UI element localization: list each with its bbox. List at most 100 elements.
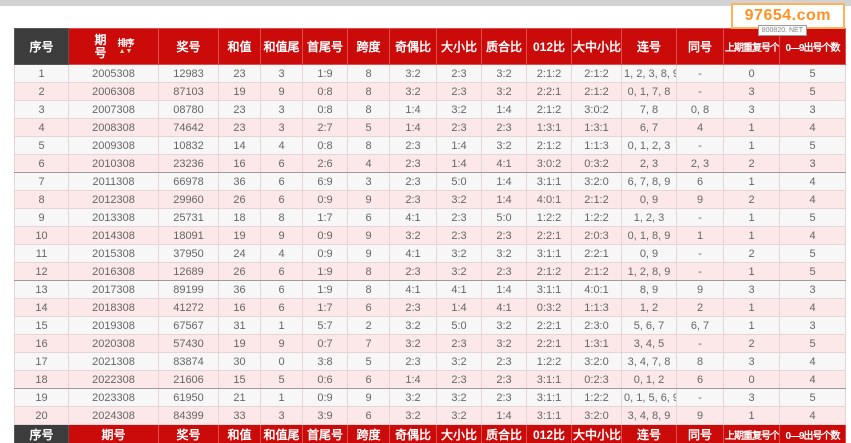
cell: 3, 4, 8, 9 [621,406,677,425]
cell: 4:0:1 [571,280,622,299]
cell: 4 [779,370,846,389]
cell: 2016308 [68,262,159,281]
cell: 9 [347,226,390,245]
cell: 0:8 [302,82,348,101]
cell: 1:3:1 [571,334,622,353]
cell: 9 [347,190,390,209]
sort-label: 排序 [117,38,134,48]
table-row: 17 2021308 83874 30 0 3:8 5 2:3 3:2 2:3 1:2:2 3:2:0… [14,352,846,371]
cell: 3:2:0 [571,406,622,425]
table-row: 11 2015308 37950 24 4 0:9 9 4:1 3:2 3:2 3:1:1 2:2:1… [14,244,846,263]
cell: 19 [218,82,261,101]
cell: 0, 9 [621,190,677,209]
cell: 3:2 [481,64,527,83]
cell: - [676,244,724,263]
cell: 12983 [158,64,219,83]
cell: 89199 [158,280,219,299]
table-row: 10 2014308 18091 19 9 0:9 9 3:2 2:3 2:3 2:2:1 2:0:3… [14,226,846,245]
cell: 4 [779,226,846,245]
cell: 1, 2 [621,298,677,317]
cell: 0:3:2 [571,154,622,173]
cell: 1 [723,298,780,317]
cell: 15 [14,316,69,335]
table-row: 5 2009308 10832 14 4 0:8 8 2:3 1:4 3:2 2:1:2 1:1:3 0… [14,136,846,155]
cell: 16 [218,154,261,173]
cell: 1:4 [481,100,527,119]
cell: 7 [347,334,390,353]
cell: 5:0 [436,172,482,191]
cell: 8 [347,136,390,155]
column-header-1: 期号 排序 ▲▼ [68,28,159,65]
cell: 26 [218,262,261,281]
watermark-link[interactable]: 97654.com [730,3,845,29]
cell: 1:2:2 [526,208,572,227]
cell: 2:6 [302,154,348,173]
lottery-history-table: 序号 期号 排序 ▲▼ 奖号 和值 和值尾 首尾号 跨度 奇偶比 大小比 质合比 012比 大中小比 连号同… [14,28,846,443]
cell: 1 [723,262,780,281]
cell: 9 [260,82,303,101]
cell: 37950 [158,244,219,263]
cell: 1 [723,406,780,425]
cell: 2:3 [389,172,437,191]
cell: 2:3 [389,352,437,371]
cell: 3:2 [436,244,482,263]
cell: 23236 [158,154,219,173]
cell: 2:2:1 [571,244,622,263]
cell: 61950 [158,388,219,407]
cell: 2:3 [481,388,527,407]
cell: 1 [723,118,780,137]
cell: 74642 [158,118,219,137]
cell: 2:2:1 [526,334,572,353]
cell: 0:3:2 [526,298,572,317]
column-header-8: 大小比 [436,28,482,65]
cell: 2:3 [481,370,527,389]
sort-control[interactable]: 排序 ▲▼ [117,38,134,55]
cell: 5:0 [481,208,527,227]
sort-arrows-icon[interactable]: ▲▼ [118,48,133,55]
cell: 5 [779,82,846,101]
cell: 2:3 [436,64,482,83]
cell: 3:2 [436,352,482,371]
cell: 1, 2, 3 [621,208,677,227]
cell: 5:0 [436,316,482,335]
table-row: 18 2022308 21606 15 5 0:6 6 1:4 2:3 2:3 3:1:1 0:2:3… [14,370,846,389]
cell: 3:2 [481,334,527,353]
cell: 15 [218,370,261,389]
cell: 1:4 [389,370,437,389]
cell: 2:3 [436,118,482,137]
cell: 2:3 [389,136,437,155]
cell: 2:3 [481,262,527,281]
cell: 2014308 [68,226,159,245]
table-row: 1 2005308 12983 23 3 1:9 8 3:2 2:3 3:2 2:1:2 2:1:2 1… [14,64,846,83]
cell: 23 [218,64,261,83]
cell: 6, 7 [621,118,677,137]
cell: 21 [218,388,261,407]
cell: 2:7 [302,118,348,137]
cell: 1:4 [481,280,527,299]
cell: 1, 2, 8, 9 [621,262,677,281]
cell: 1:4 [481,406,527,425]
cell: 1:4 [436,298,482,317]
table-row: 6 2010308 23236 16 6 2:6 4 2:3 1:4 4:1 3:0:2 0:3:2 2… [14,154,846,173]
cell: 6, 7, 8, 9 [621,172,677,191]
cell: 2008308 [68,118,159,137]
cell: 2:3 [436,334,482,353]
column-header-3: 和值 [218,28,261,65]
footer-header-0: 序号 [14,424,69,443]
cell: 4:1 [481,154,527,173]
footer-header-5: 首尾号 [302,424,348,443]
cell: 6 [676,172,724,191]
cell: 4 [779,172,846,191]
cell: 10 [14,226,69,245]
cell: 4 [779,406,846,425]
cell: 9 [347,388,390,407]
cell: - [676,208,724,227]
cell: 9 [260,226,303,245]
cell: 36 [218,172,261,191]
cell: 4 [260,136,303,155]
table-row: 2 2006308 87103 19 9 0:8 8 3:2 2:3 3:2 2:2:1 2:1:2 0… [14,82,846,101]
cell: 1:4 [481,190,527,209]
cell: 5 [779,64,846,83]
cell: 2:1:2 [526,136,572,155]
cell: 36 [218,280,261,299]
